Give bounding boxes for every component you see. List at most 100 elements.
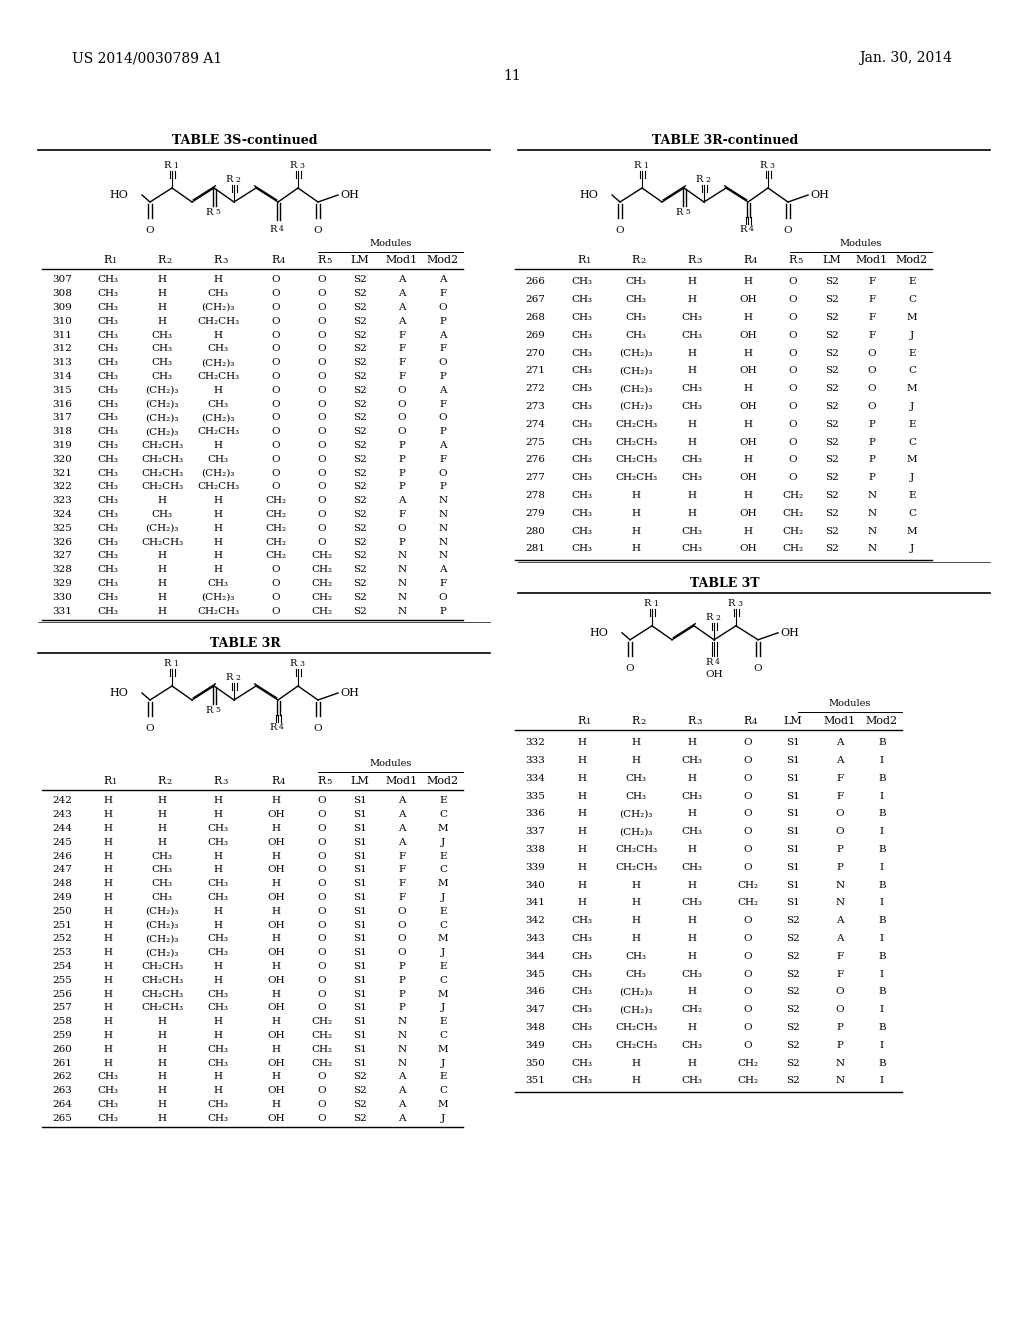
Text: O: O	[271, 372, 281, 381]
Text: R: R	[103, 255, 112, 265]
Text: 249: 249	[52, 894, 72, 902]
Text: E: E	[439, 1018, 446, 1026]
Text: 2: 2	[166, 257, 171, 265]
Text: O: O	[788, 313, 798, 322]
Text: CH₃: CH₃	[571, 1006, 593, 1014]
Text: R: R	[158, 255, 166, 265]
Text: 321: 321	[52, 469, 72, 478]
Text: CH₃: CH₃	[97, 1086, 119, 1096]
Text: O: O	[836, 828, 845, 836]
Text: H: H	[271, 1045, 281, 1053]
Text: H: H	[687, 935, 696, 942]
Text: 310: 310	[52, 317, 72, 326]
Text: CH₂CH₃: CH₂CH₃	[615, 438, 657, 446]
Text: 281: 281	[525, 544, 545, 553]
Text: TABLE 3S-continued: TABLE 3S-continued	[172, 135, 317, 147]
Text: 267: 267	[525, 296, 545, 304]
Text: R: R	[739, 224, 746, 234]
Text: S2: S2	[353, 441, 367, 450]
Text: H: H	[271, 851, 281, 861]
Text: O: O	[743, 845, 753, 854]
Text: S1: S1	[786, 792, 800, 801]
Text: 272: 272	[525, 384, 545, 393]
Text: 260: 260	[52, 1045, 72, 1053]
Text: S1: S1	[353, 948, 367, 957]
Text: CH₃: CH₃	[152, 894, 172, 902]
Text: 2: 2	[715, 614, 720, 622]
Text: (CH₂)₃: (CH₂)₃	[145, 935, 178, 944]
Text: CH₂CH₃: CH₂CH₃	[141, 1003, 183, 1012]
Text: F: F	[398, 345, 406, 354]
Text: H: H	[213, 1031, 222, 1040]
Text: H: H	[687, 952, 696, 961]
Text: S2: S2	[353, 385, 367, 395]
Text: H: H	[578, 774, 587, 783]
Text: O: O	[788, 331, 798, 339]
Text: CH₂CH₃: CH₂CH₃	[615, 845, 657, 854]
Text: R: R	[743, 255, 752, 265]
Text: CH₃: CH₃	[571, 296, 593, 304]
Text: O: O	[397, 935, 407, 944]
Text: M: M	[906, 384, 918, 393]
Text: (CH₂)₃: (CH₂)₃	[145, 413, 178, 422]
Text: O: O	[788, 455, 798, 465]
Text: H: H	[271, 907, 281, 916]
Text: 5: 5	[685, 209, 690, 216]
Text: A: A	[398, 496, 406, 506]
Text: (CH₂)₃: (CH₂)₃	[145, 385, 178, 395]
Text: 319: 319	[52, 441, 72, 450]
Text: H: H	[213, 565, 222, 574]
Text: H: H	[271, 796, 281, 805]
Text: 326: 326	[52, 537, 72, 546]
Text: 314: 314	[52, 372, 72, 381]
Text: CH₂: CH₂	[782, 527, 804, 536]
Text: B: B	[879, 738, 886, 747]
Text: N: N	[397, 1059, 407, 1068]
Text: 277: 277	[525, 473, 545, 482]
Text: S2: S2	[825, 277, 839, 286]
Text: O: O	[317, 317, 327, 326]
Text: CH₂: CH₂	[782, 508, 804, 517]
Text: CH₃: CH₃	[208, 894, 228, 902]
Text: M: M	[906, 527, 918, 536]
Text: S2: S2	[353, 469, 367, 478]
Text: O: O	[317, 1003, 327, 1012]
Text: 1: 1	[586, 718, 592, 726]
Text: O: O	[317, 345, 327, 354]
Text: OH: OH	[739, 438, 757, 446]
Text: Modules: Modules	[370, 759, 412, 768]
Text: CH₃: CH₃	[682, 473, 702, 482]
Text: B: B	[879, 809, 886, 818]
Text: H: H	[632, 899, 640, 907]
Text: M: M	[437, 879, 449, 888]
Text: CH₂: CH₂	[311, 1059, 333, 1068]
Text: H: H	[213, 907, 222, 916]
Text: OH: OH	[267, 1086, 285, 1096]
Text: CH₃: CH₃	[97, 441, 119, 450]
Text: (CH₂)₃: (CH₂)₃	[145, 524, 178, 533]
Text: S2: S2	[353, 482, 367, 491]
Text: CH₂: CH₂	[311, 1045, 333, 1053]
Text: S2: S2	[786, 970, 800, 978]
Text: F: F	[398, 510, 406, 519]
Text: P: P	[439, 428, 446, 436]
Text: CH₂CH₃: CH₂CH₃	[615, 473, 657, 482]
Text: Mod2: Mod2	[427, 255, 459, 265]
Text: O: O	[317, 1114, 327, 1123]
Text: CH₃: CH₃	[208, 838, 228, 847]
Text: A: A	[837, 738, 844, 747]
Text: CH₃: CH₃	[97, 482, 119, 491]
Text: F: F	[398, 851, 406, 861]
Text: O: O	[317, 907, 327, 916]
Text: LM: LM	[822, 255, 842, 265]
Text: CH₂CH₃: CH₂CH₃	[197, 607, 239, 615]
Text: H: H	[632, 880, 640, 890]
Text: F: F	[837, 792, 844, 801]
Text: CH₃: CH₃	[152, 879, 172, 888]
Text: S1: S1	[353, 907, 367, 916]
Text: CH₃: CH₃	[97, 289, 119, 298]
Text: O: O	[317, 413, 327, 422]
Text: 317: 317	[52, 413, 72, 422]
Text: H: H	[687, 880, 696, 890]
Text: O: O	[867, 384, 877, 393]
